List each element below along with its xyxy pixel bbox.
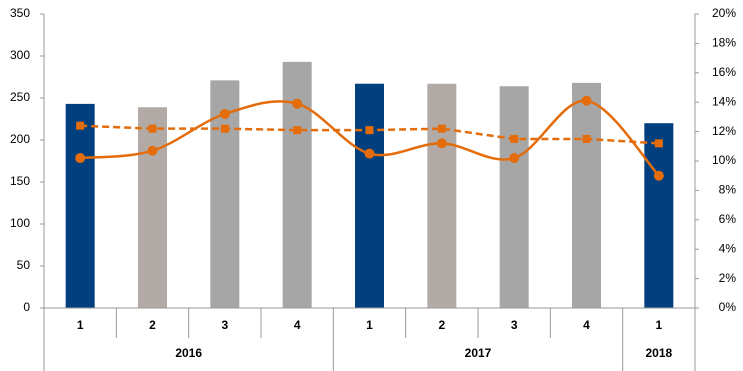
marker: [148, 124, 157, 133]
x-tick-label: 2: [149, 318, 156, 332]
x-tick-label: 3: [221, 318, 228, 332]
group-label: 2017: [465, 346, 492, 360]
x-tick-label: 2: [438, 318, 445, 332]
y2-tick-label: 20%: [712, 6, 736, 20]
marker: [365, 126, 374, 135]
y2-tick-label: 0%: [719, 300, 737, 314]
bar: [355, 83, 384, 308]
y2-tick-label: 4%: [719, 241, 737, 255]
group-label: 2018: [645, 346, 672, 360]
x-tick-label: 3: [511, 318, 518, 332]
y-tick-label: 200: [10, 132, 30, 146]
y2-tick-label: 16%: [712, 65, 736, 79]
marker: [509, 153, 520, 164]
x-tick-label: 4: [583, 318, 590, 332]
marker: [147, 145, 158, 156]
marker: [75, 153, 86, 164]
marker: [220, 124, 229, 133]
x-tick-label: 1: [366, 318, 373, 332]
y2-tick-label: 10%: [712, 153, 736, 167]
y-tick-label: 150: [10, 174, 30, 188]
marker: [76, 121, 85, 130]
y2-tick-label: 14%: [712, 94, 736, 108]
y2-tick-label: 8%: [719, 183, 737, 197]
y2-tick-label: 2%: [719, 271, 737, 285]
marker: [436, 138, 447, 149]
y2-tick-label: 12%: [712, 124, 736, 138]
bar: [65, 103, 95, 308]
marker: [653, 170, 664, 181]
y-tick-label: 100: [10, 216, 30, 230]
bar: [572, 82, 601, 308]
y-tick-label: 300: [10, 48, 30, 62]
y2-tick-label: 6%: [719, 212, 737, 226]
marker: [581, 95, 592, 106]
x-tick-label: 1: [77, 318, 84, 332]
marker: [582, 134, 591, 143]
marker: [219, 108, 230, 119]
bar: [138, 107, 167, 309]
y-tick-label: 350: [10, 6, 30, 20]
bar: [499, 86, 529, 309]
bar: [644, 123, 674, 308]
x-tick-label: 4: [294, 318, 301, 332]
marker: [654, 139, 663, 148]
group-label: 2016: [175, 346, 202, 360]
bar: [427, 83, 457, 308]
x-tick-label: 1: [655, 318, 662, 332]
y2-tick-label: 18%: [712, 36, 736, 50]
y-tick-label: 0: [23, 300, 30, 314]
marker: [437, 124, 446, 133]
y-tick-label: 250: [10, 90, 30, 104]
marker: [292, 98, 303, 109]
marker: [293, 126, 302, 135]
marker: [364, 148, 375, 159]
y-tick-label: 50: [17, 258, 31, 272]
marker: [510, 134, 519, 143]
